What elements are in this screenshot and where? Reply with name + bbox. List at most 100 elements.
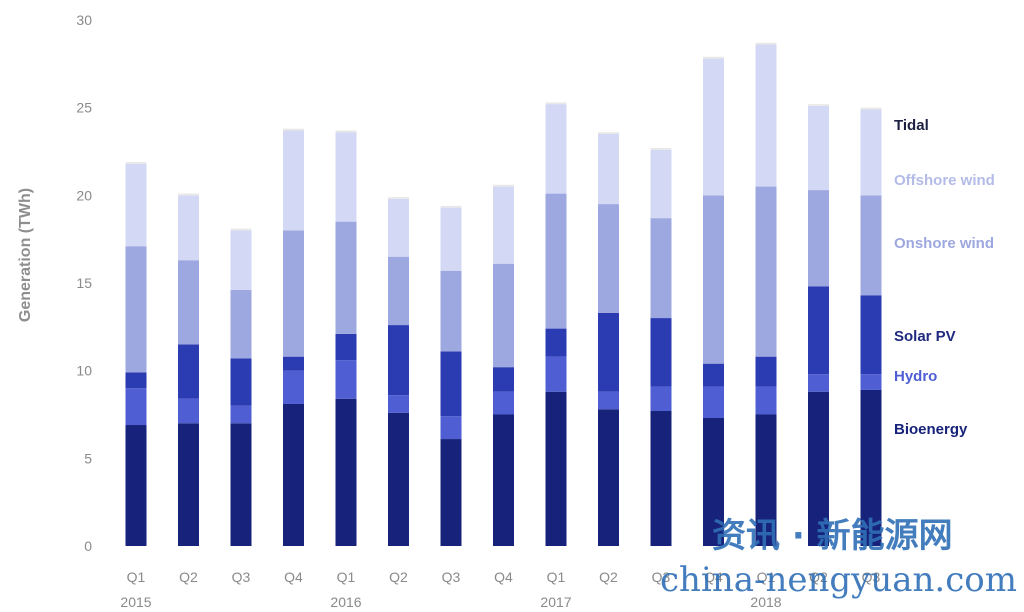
bar-segment bbox=[545, 356, 567, 392]
y-axis: 0 5 10 15 20 25 30 bbox=[76, 12, 92, 554]
bar-stack bbox=[388, 197, 409, 546]
legend-entry: Hydro bbox=[894, 368, 937, 385]
bar-segment bbox=[650, 410, 672, 546]
bar-segment bbox=[440, 205, 462, 208]
x-tick-label: Q4 bbox=[494, 569, 513, 585]
y-axis-label: Generation (TWh) bbox=[17, 188, 34, 322]
bar-segment bbox=[440, 439, 462, 546]
bar-segment bbox=[493, 263, 514, 368]
legend-entry: Bioenergy bbox=[894, 421, 968, 438]
x-tick-label: Q1 bbox=[757, 569, 776, 585]
bar-segment bbox=[125, 388, 147, 426]
x-tick-label: Q2 bbox=[599, 569, 618, 585]
bar-segment bbox=[230, 290, 252, 359]
bar-segment bbox=[860, 389, 882, 546]
bar-segment bbox=[808, 104, 829, 106]
bar-segment bbox=[808, 374, 829, 392]
x-tick-label: Q2 bbox=[179, 569, 198, 585]
bar-segment bbox=[493, 367, 514, 392]
bar-segment bbox=[650, 386, 672, 411]
bar-segment bbox=[440, 270, 462, 352]
bar-segment bbox=[650, 318, 672, 387]
bar-segment bbox=[755, 42, 777, 45]
bar-segment bbox=[178, 193, 199, 196]
bar-segment bbox=[125, 372, 147, 389]
bar-segment bbox=[545, 391, 567, 546]
x-year-label: 2018 bbox=[750, 594, 781, 610]
y-tick-label: 30 bbox=[76, 12, 92, 28]
bar-segment bbox=[650, 218, 672, 319]
bar-segment bbox=[440, 416, 462, 440]
bar-segment bbox=[178, 344, 199, 399]
x-tick-label: Q4 bbox=[284, 569, 303, 585]
bar-segment bbox=[230, 358, 252, 406]
watermark-chinese: 资讯 · 新能源网 bbox=[712, 516, 953, 556]
bar-segment bbox=[808, 190, 829, 287]
bar-stack bbox=[283, 128, 304, 546]
bar-segment bbox=[125, 162, 147, 164]
y-tick-label: 10 bbox=[76, 363, 92, 379]
bar-stack bbox=[230, 228, 252, 546]
bar-stack bbox=[860, 107, 882, 546]
bar-segment bbox=[230, 405, 252, 424]
bar-segment bbox=[703, 363, 724, 387]
bar-segment bbox=[335, 398, 357, 546]
bar-segment bbox=[335, 221, 357, 334]
bar-segment bbox=[178, 423, 199, 546]
bar-segment bbox=[545, 102, 567, 105]
bar-segment bbox=[230, 423, 252, 546]
bar-segment bbox=[388, 395, 409, 413]
x-tick-label: Q1 bbox=[127, 569, 146, 585]
bar-segment bbox=[283, 370, 304, 404]
bar-segment bbox=[860, 295, 882, 375]
bar-segment bbox=[755, 186, 777, 357]
bar-stack bbox=[703, 56, 724, 546]
bar-segment bbox=[388, 412, 409, 546]
bar-stack bbox=[755, 42, 777, 546]
bar-segment bbox=[335, 132, 357, 222]
watermark: 资讯 · 新能源网 china-nengyuan.com bbox=[660, 516, 1017, 600]
bar-segment bbox=[230, 228, 252, 231]
bar-segment bbox=[283, 403, 304, 546]
y-tick-label: 5 bbox=[84, 450, 92, 466]
bar-segment bbox=[703, 58, 724, 196]
bar-segment bbox=[388, 197, 409, 199]
bar-segment bbox=[703, 418, 724, 546]
legend: Tidal Offshore wind Onshore wind Solar PV Hy… bbox=[894, 117, 995, 438]
x-tick-label: Q1 bbox=[547, 569, 566, 585]
bar-segment bbox=[335, 130, 357, 133]
bar-segment bbox=[860, 374, 882, 390]
bar-segment bbox=[230, 230, 252, 291]
x-tick-label: Q2 bbox=[809, 569, 828, 585]
bar-segment bbox=[493, 186, 514, 264]
bar-segment bbox=[440, 207, 462, 271]
bar-segment bbox=[860, 109, 882, 196]
bar-stack bbox=[440, 205, 462, 546]
legend-entry: Tidal bbox=[894, 117, 929, 134]
y-tick-label: 15 bbox=[76, 275, 92, 291]
bar-segment bbox=[755, 356, 777, 387]
bar-segment bbox=[493, 184, 514, 187]
bar-segment bbox=[388, 256, 409, 326]
x-year-label: 2016 bbox=[330, 594, 361, 610]
x-tick-label: Q3 bbox=[442, 569, 461, 585]
bar-segment bbox=[125, 246, 147, 373]
bar-segment bbox=[703, 195, 724, 364]
bar-stack bbox=[125, 162, 147, 546]
bar-segment bbox=[598, 312, 619, 392]
bar-segment bbox=[860, 107, 882, 110]
x-tick-label: Q3 bbox=[862, 569, 881, 585]
bar-segment bbox=[125, 425, 147, 546]
legend-entry: Offshore wind bbox=[894, 172, 995, 189]
bar-segment bbox=[388, 325, 409, 396]
bar-segment bbox=[755, 386, 777, 415]
bar-stack bbox=[808, 104, 829, 546]
x-year-label: 2017 bbox=[540, 594, 571, 610]
bar-segment bbox=[178, 195, 199, 261]
bar-segment bbox=[755, 414, 777, 546]
bar-segment bbox=[125, 163, 147, 247]
x-tick-label: Q2 bbox=[389, 569, 408, 585]
bar-segment bbox=[598, 409, 619, 546]
bar-segment bbox=[335, 360, 357, 399]
